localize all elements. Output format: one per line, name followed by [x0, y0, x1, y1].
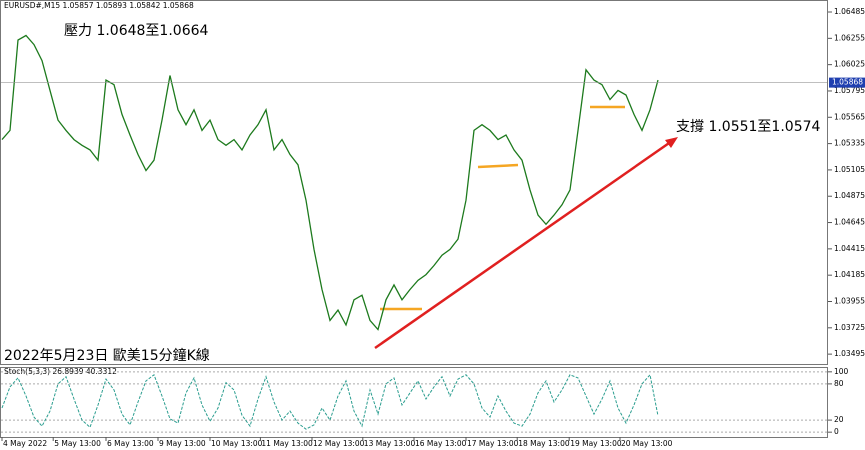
x-tick-label: 5 May 13:00	[54, 439, 101, 448]
x-tick-label: 10 May 13:00	[211, 439, 263, 448]
y-tick-label: 1.03955	[834, 296, 865, 305]
last-price-label: 1.05868	[832, 78, 863, 87]
x-tick-label: 19 May 13:00	[570, 439, 622, 448]
trend-line	[374, 139, 673, 350]
y-tick-label: 1.05335	[834, 139, 865, 148]
y-tick-label: 1.03495	[834, 349, 865, 358]
resistance-note: 壓力 1.0648至1.0664	[64, 23, 209, 39]
arrow	[477, 163, 519, 169]
stoch-frame	[0, 367, 828, 438]
symbol-header: EURUSD#,M15 1.05857 1.05893 1.05842 1.05…	[4, 1, 194, 10]
x-tick-label: 20 May 13:00	[621, 439, 673, 448]
y-tick-label: 1.05565	[834, 112, 865, 121]
price-line	[1, 34, 659, 331]
y-tick-label: 1.03725	[834, 323, 865, 332]
y-tick-label: 1.04185	[834, 270, 865, 279]
main-frame	[0, 0, 828, 365]
x-tick-label: 6 May 13:00	[107, 439, 154, 448]
price-line	[1, 373, 659, 430]
y-tick-label: 20	[834, 415, 844, 424]
x-tick-label: 16 May 13:00	[415, 439, 467, 448]
y-tick-label: 1.04415	[834, 244, 865, 253]
y-tick-label: 1.05795	[834, 86, 865, 95]
y-tick-label: 1.06485	[834, 7, 865, 16]
x-tick-label: 18 May 13:00	[518, 439, 570, 448]
support-note: 支撐 1.0551至1.0574	[676, 119, 821, 135]
y-tick-label: 1.06255	[834, 33, 865, 42]
caption: 2022年5月23日 歐美15分鐘K線	[4, 347, 210, 364]
y-tick-label: 80	[834, 379, 844, 388]
x-tick-label: 9 May 13:00	[159, 439, 206, 448]
x-tick-label: 13 May 13:00	[364, 439, 416, 448]
y-tick-label: 1.06025	[834, 60, 865, 69]
y-tick-label: 1.04875	[834, 191, 865, 200]
y-tick-label: 1.04645	[834, 218, 865, 227]
x-tick-label: 4 May 2022	[3, 439, 47, 448]
stoch-label: Stoch(5,3,3) 26.8939 40.3312	[4, 367, 117, 376]
x-tick-label: 11 May 13:00	[261, 439, 313, 448]
x-tick-label: 12 May 13:00	[313, 439, 365, 448]
trend-arrowhead	[665, 137, 678, 148]
x-tick-label: 17 May 13:00	[467, 439, 519, 448]
y-tick-label: 0	[834, 427, 839, 436]
y-tick-label: 100	[834, 367, 849, 376]
last-price-box	[829, 77, 865, 88]
y-tick-label: 1.05105	[834, 165, 865, 174]
